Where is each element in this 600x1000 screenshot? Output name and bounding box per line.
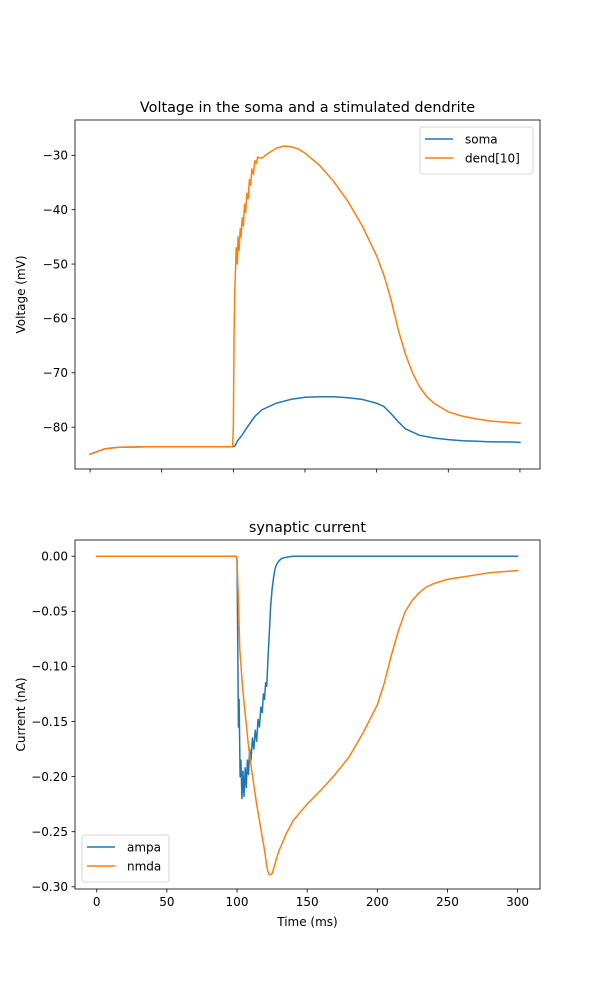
y-tick-label: 0.00 (41, 549, 68, 563)
y-tick-label: −0.05 (31, 605, 68, 619)
axes-frame (74, 119, 541, 470)
x-tick-label: 200 (366, 895, 389, 909)
x-axis-label: Time (ms) (276, 915, 338, 929)
legend-label: ampa (127, 840, 161, 854)
y-axis-label: Current (nA) (14, 677, 28, 751)
y-tick-label: −0.20 (31, 770, 68, 784)
y-tick-label: −40 (43, 203, 68, 217)
y-tick-label: −50 (43, 257, 68, 271)
x-tick-label: 250 (436, 895, 459, 909)
y-tick-label: −0.25 (31, 825, 68, 839)
legend-label: dend[10] (465, 151, 520, 165)
x-tick-label: 300 (506, 895, 529, 909)
legend: soma dend[10] (419, 126, 534, 175)
x-tick-label: 50 (159, 895, 174, 909)
x-tick-label: 0 (93, 895, 101, 909)
legend-label: nmda (127, 859, 161, 873)
chart-panel-1: −80 −70 −60 −50 −40 −30 Voltage in the soma an… (14, 100, 541, 473)
series-line-dend-10- (89, 145, 521, 456)
chart-title: Voltage in the soma and a stimulated den… (140, 100, 475, 116)
y-tick-label: −70 (43, 366, 68, 380)
x-tick-label: 100 (226, 895, 249, 909)
y-tick-label: −0.30 (31, 880, 68, 894)
chart-title: synaptic current (249, 520, 366, 536)
series-line-ampa (95, 555, 519, 800)
y-tick-label: −80 (43, 420, 68, 434)
y-tick-label: −60 (43, 312, 68, 326)
series-line-nmda (95, 555, 519, 876)
y-tick-label: −30 (43, 149, 68, 163)
y-tick-label: −0.15 (31, 715, 68, 729)
legend: ampa nmda (81, 834, 170, 883)
y-tick-label: −0.10 (31, 660, 68, 674)
y-axis-label: Voltage (mV) (14, 255, 28, 333)
chart-panel-2: 0 50 100 150 200 250 300 0.00 −0.05 −0.10 −0.15 −0.… (14, 520, 541, 929)
x-tick-label: 150 (296, 895, 319, 909)
legend-label: soma (465, 132, 498, 146)
series-line-soma (89, 395, 521, 456)
